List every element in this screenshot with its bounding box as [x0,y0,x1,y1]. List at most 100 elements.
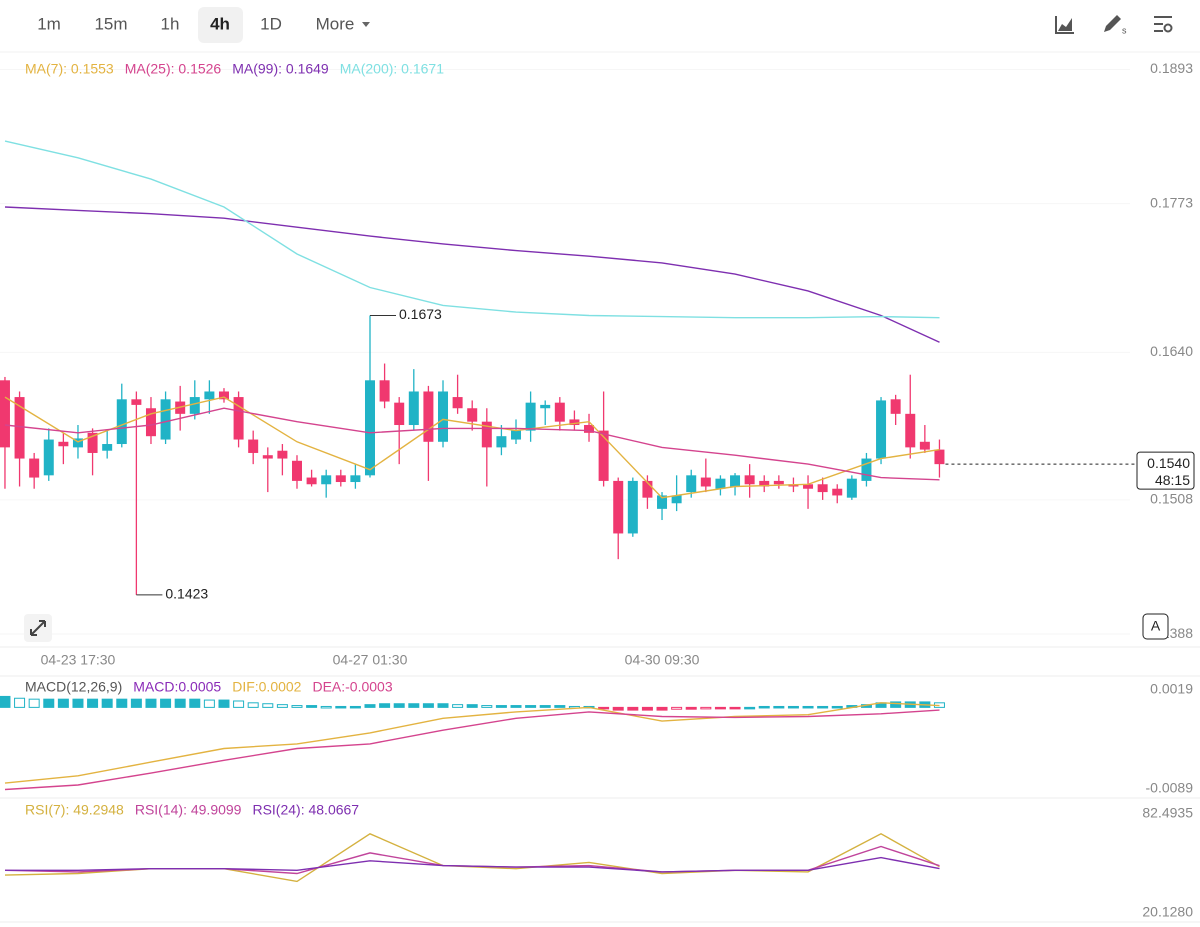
candle-body [657,495,668,509]
macd-bar [130,698,142,708]
macd-bar [160,698,172,708]
y-tick-label: 20.1280 [1142,904,1193,920]
legend-entry: MACD(12,26,9) [25,679,122,695]
candle-body [58,441,69,447]
macd-bar [0,695,11,708]
candle-body [861,458,872,481]
candle-body [525,402,536,431]
candle-body [364,380,375,476]
candle-body [817,484,828,493]
y-tick-label: 0.1508 [1150,491,1193,507]
macd-bar [72,698,84,708]
macd-bar [525,705,537,708]
macd-bar [101,698,113,708]
interval-button[interactable]: 1h [161,14,180,33]
interval-button[interactable]: 4h [210,14,230,33]
legend-entry: MA(99): 0.1649 [232,61,329,77]
macd-bar [481,705,493,708]
y-tick-label: 0.1893 [1150,60,1193,76]
indicator-line [4,709,940,791]
candle-body [0,380,10,448]
legend-entry: MA(7): 0.1553 [25,61,114,77]
legend-entry: RSI(14): 49.9099 [135,802,242,818]
candle-body [613,480,624,534]
candle-body [773,480,784,485]
plot: 0.18930.17730.16400.15080.13880.16730.14… [0,60,1195,920]
auto-scale-button[interactable]: A [1142,613,1169,640]
macd-bar [43,698,55,708]
candle-body [438,391,449,442]
candle-body [598,430,609,481]
candle-body [87,432,98,453]
candle-body [423,391,434,442]
indicator-line [4,702,940,784]
candle-body [554,402,565,422]
auto-scale-label[interactable]: A [1151,618,1161,634]
y-tick-label: -0.0089 [1146,779,1194,795]
candle-body [29,458,40,478]
candle-body [642,480,653,498]
candle-body [43,439,54,476]
macd-bar [890,701,902,708]
more-button[interactable]: More [316,14,355,33]
svg-text:s: s [1122,25,1127,35]
candle-body [262,455,273,459]
candle-body [408,391,419,426]
y-tick-label: 82.4935 [1142,805,1193,821]
indicator-line [4,396,940,499]
macd-bar [554,705,566,708]
macd-bar [510,705,522,708]
indicator-line [4,206,940,343]
macd-bar [714,706,726,710]
macd-bar [452,704,464,708]
macd-bar [393,703,405,708]
macd-bar [773,705,785,709]
chart-type-icon[interactable] [1055,16,1074,34]
macd-bar [612,706,624,711]
interval-button[interactable]: 1D [260,14,282,33]
candle-body [876,400,887,459]
macd-bar [203,699,215,708]
candle-body [14,397,25,459]
candle-body [569,419,580,426]
macd-bar [189,698,201,708]
macd-bar [335,705,347,709]
macd-bar [320,705,332,709]
candle-body [832,488,843,496]
interval-button[interactable]: 15m [94,14,127,33]
macd-bar [379,703,391,708]
settings-icon[interactable] [1154,16,1173,33]
macd-bar [787,705,799,709]
macd-bar [495,705,507,708]
macd-bar [437,703,449,708]
x-tick-label: 04-23 17:30 [41,652,116,668]
legend-entry: DEA:-0.0003 [312,679,392,695]
candle-body [350,475,361,483]
macd-bar [656,706,668,711]
y-tick-label: 0.1640 [1150,343,1193,359]
y-tick-label: 0.0019 [1150,681,1193,697]
indicator-line [5,856,940,873]
macd-bar [671,706,683,710]
candle-body [306,477,317,485]
candle-body [540,404,551,409]
candle-body [467,408,478,422]
candle-body [131,399,142,405]
last-price-box [1136,451,1195,490]
expand-button[interactable] [24,614,52,642]
candle-body [496,436,507,448]
candle-body [145,408,156,437]
macd-bar [627,706,639,711]
indicator-line [4,140,940,319]
last-price-label: 0.1540 [1147,455,1190,471]
candle-body [730,475,741,487]
macd-bar [641,706,653,711]
drawing-tool-icon[interactable]: s [1104,15,1127,35]
interval-button[interactable]: 1m [37,14,61,33]
macd-bar [364,704,376,708]
legend-entry: RSI(24): 48.0667 [252,802,359,818]
macd-bar [306,705,318,708]
candle-body [72,438,83,448]
candle-body [291,460,302,481]
